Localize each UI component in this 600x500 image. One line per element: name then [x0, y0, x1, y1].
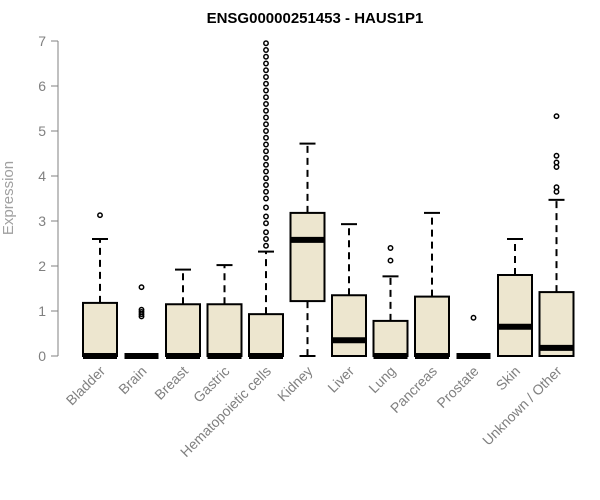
outlier-point	[263, 204, 269, 211]
outlier-point	[263, 53, 269, 60]
outlier-point	[263, 155, 269, 161]
box-hematopoietic-cells	[248, 40, 284, 359]
y-axis: 0 1 2 3 4 5 6 7	[38, 33, 59, 364]
x-tick-label: Lung	[365, 363, 398, 396]
outlier-point	[263, 195, 269, 202]
x-tick-label: Kidney	[274, 363, 316, 405]
outlier-point	[553, 188, 560, 195]
outlier-point	[263, 229, 269, 236]
outlier-point	[263, 182, 269, 188]
outlier-point	[263, 67, 269, 74]
outlier-point	[263, 87, 269, 94]
box-body	[165, 303, 201, 357]
box-brain	[124, 284, 159, 359]
box-series	[82, 40, 575, 359]
y-tick-label-7: 7	[38, 33, 46, 49]
outlier-point	[138, 308, 145, 315]
outlier-point	[263, 148, 269, 155]
outlier-point	[263, 236, 269, 242]
box-body	[82, 301, 118, 357]
outlier-point	[263, 213, 269, 220]
outlier-point	[387, 257, 394, 264]
x-tick-label: Skin	[493, 363, 524, 394]
outlier-point	[263, 242, 269, 249]
y-tick-label-4: 4	[38, 168, 46, 184]
box-liver	[331, 223, 367, 357]
outlier-point	[263, 141, 269, 148]
box-lung	[372, 245, 409, 359]
outlier-point	[553, 152, 560, 159]
y-tick-label-5: 5	[38, 123, 46, 139]
box-prostate	[456, 314, 491, 359]
x-tick-label: Liver	[324, 363, 357, 396]
outlier-point	[263, 134, 269, 141]
box-body	[289, 211, 326, 303]
box-skin	[497, 238, 533, 357]
x-tick-label: Prostate	[433, 363, 481, 411]
outlier-point	[263, 74, 269, 80]
x-tick-label: Brain	[115, 363, 149, 397]
outlier-point	[553, 184, 560, 191]
x-tick-label: Unknown / Other	[479, 363, 565, 449]
outlier-point	[97, 212, 103, 219]
box-body	[248, 313, 284, 357]
outlier-point	[387, 245, 394, 251]
chart-title: ENSG00000251453 - HAUS1P1	[207, 10, 424, 27]
box-gastric	[206, 264, 243, 359]
outlier-point	[263, 128, 269, 134]
y-tick-label-2: 2	[38, 258, 46, 274]
box-body	[331, 294, 367, 357]
y-tick-label-3: 3	[38, 213, 46, 229]
outlier-point	[263, 80, 269, 87]
y-tick-label-1: 1	[38, 303, 46, 319]
outlier-point	[263, 188, 269, 195]
outlier-point	[470, 314, 477, 321]
outlier-point	[263, 114, 269, 121]
box-breast	[165, 268, 201, 359]
y-tick-label-6: 6	[38, 78, 46, 94]
box-unknown-other	[538, 113, 575, 358]
box-bladder	[82, 212, 118, 359]
outlier-point	[553, 159, 560, 166]
outlier-point	[263, 220, 269, 227]
outlier-point	[263, 161, 269, 168]
box-body	[372, 319, 409, 357]
outlier-point	[138, 284, 145, 291]
outlier-point	[263, 107, 269, 114]
outlier-point	[263, 101, 269, 107]
box-body	[414, 295, 450, 358]
box-pancreas	[414, 211, 450, 359]
outlier-point	[263, 47, 269, 53]
box-body	[497, 274, 533, 357]
outlier-point	[138, 306, 145, 313]
y-tick-label-0: 0	[38, 348, 46, 364]
box-body	[206, 303, 243, 357]
outlier-point	[553, 164, 560, 170]
outlier-point	[263, 121, 269, 128]
outlier-point	[263, 60, 269, 67]
outlier-point	[553, 113, 560, 120]
outlier-point	[263, 168, 269, 175]
y-axis-label: Expression	[0, 161, 17, 235]
x-tick-label: Bladder	[63, 363, 109, 409]
outlier-point	[263, 40, 269, 47]
outlier-point	[263, 175, 269, 182]
outlier-point	[263, 94, 269, 101]
x-tick-label: Breast	[151, 363, 191, 403]
box-kidney	[289, 142, 326, 357]
